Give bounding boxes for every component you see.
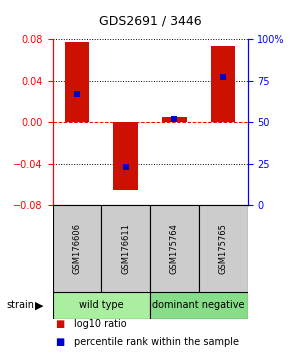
Text: GDS2691 / 3446: GDS2691 / 3446: [99, 14, 201, 27]
Text: GSM176606: GSM176606: [72, 223, 81, 274]
Bar: [162, 117, 187, 122]
Text: percentile rank within the sample: percentile rank within the sample: [74, 337, 238, 347]
Text: wild type: wild type: [79, 300, 124, 310]
Text: ■: ■: [56, 319, 65, 329]
Bar: [199, 205, 248, 292]
Bar: [211, 46, 235, 122]
Bar: [101, 205, 150, 292]
Text: GSM175765: GSM175765: [219, 223, 228, 274]
Text: GSM176611: GSM176611: [121, 223, 130, 274]
Text: ▶: ▶: [35, 300, 43, 310]
Bar: [150, 205, 199, 292]
Text: GSM175764: GSM175764: [170, 223, 179, 274]
Text: strain: strain: [6, 300, 34, 310]
Text: ■: ■: [56, 337, 65, 347]
Bar: [65, 42, 89, 122]
Bar: [52, 205, 101, 292]
Bar: [113, 122, 138, 190]
Text: dominant negative: dominant negative: [152, 300, 245, 310]
Text: log10 ratio: log10 ratio: [74, 319, 126, 329]
Bar: [150, 292, 248, 319]
Bar: [52, 292, 150, 319]
